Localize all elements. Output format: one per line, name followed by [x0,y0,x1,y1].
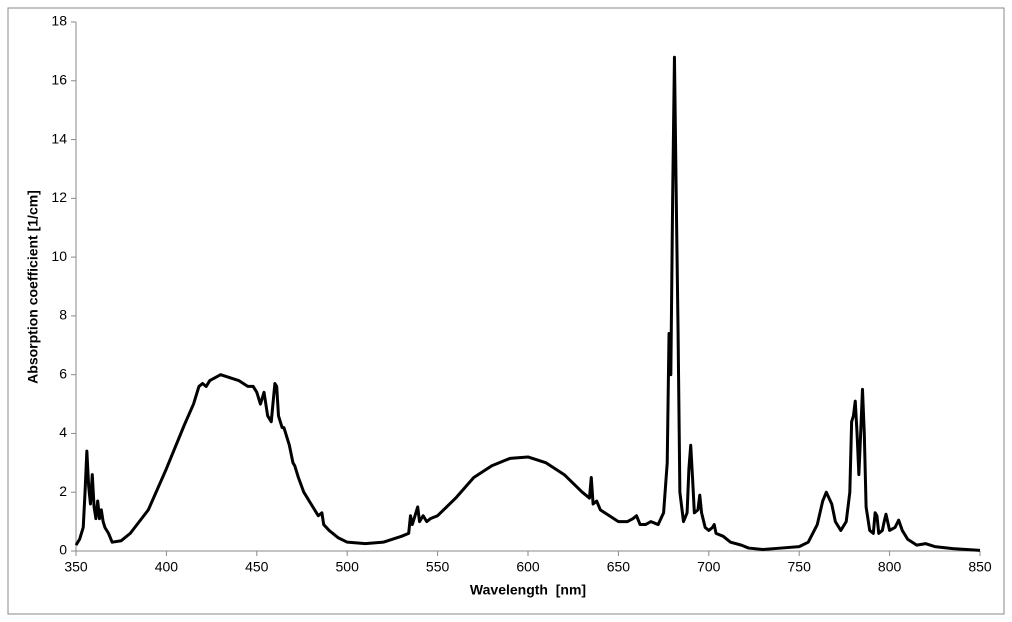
x-tick-label: 750 [788,559,812,575]
x-tick-label: 500 [336,559,360,575]
y-tick-label: 10 [51,248,67,264]
x-tick-label: 350 [64,559,88,575]
x-tick-label: 450 [245,559,269,575]
y-tick-label: 8 [59,307,67,323]
y-tick-label: 16 [51,71,67,87]
chart-frame [7,7,1005,615]
y-tick-label: 0 [59,542,67,558]
x-tick-label: 650 [607,559,631,575]
x-axis-label: Wavelength [nm] [470,582,586,598]
x-tick-label: 800 [878,559,902,575]
y-axis-label: Absorption coefficient [1/cm] [25,190,41,384]
y-tick-label: 12 [51,189,67,205]
x-tick-label: 600 [516,559,540,575]
x-tick-label: 550 [426,559,450,575]
spectrum-line [74,55,981,552]
y-tick-label: 2 [59,483,67,499]
x-tick-label: 700 [697,559,721,575]
x-tick-label: 400 [155,559,179,575]
y-tick-label: 14 [51,130,67,146]
y-tick-label: 6 [59,365,67,381]
y-tick-label: 4 [59,424,67,440]
y-tick-label: 18 [51,13,67,29]
x-tick-label: 850 [968,559,992,575]
